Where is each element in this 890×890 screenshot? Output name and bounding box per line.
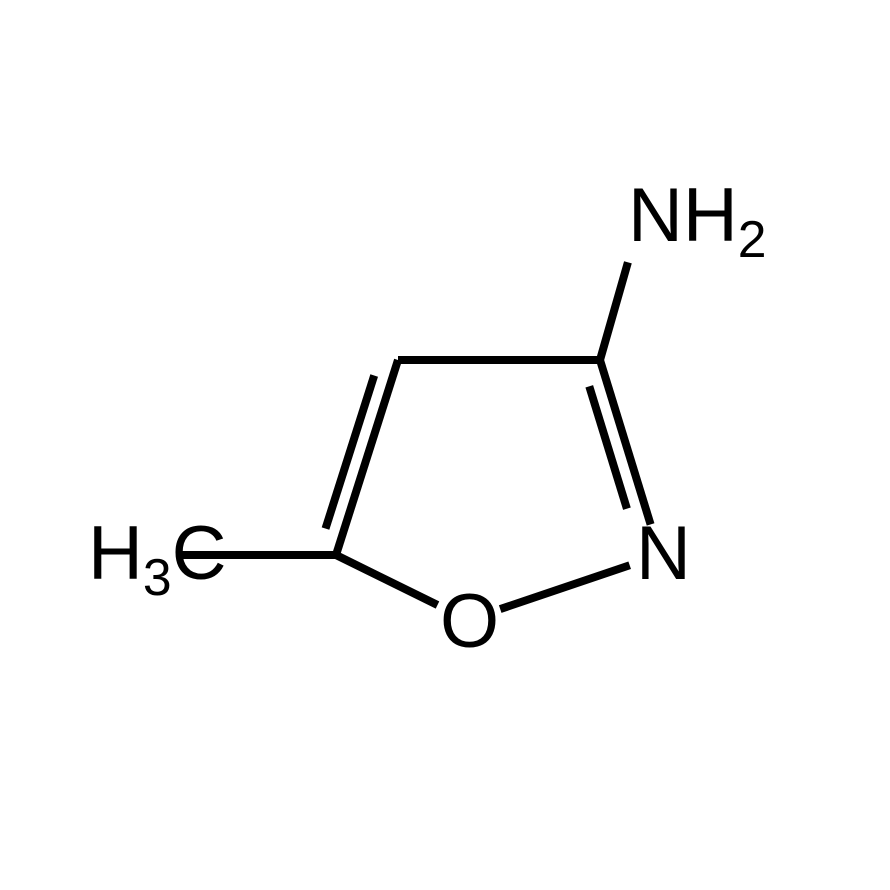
nh2-sub: 2 [738, 210, 767, 268]
atom-label-nh2: NH2 [628, 178, 767, 266]
bond-lines [0, 0, 890, 890]
ch3-h-text: H [88, 511, 143, 596]
ch3-c-text: C [172, 511, 227, 596]
nh2-text: NH [628, 173, 738, 258]
n-text: N [636, 511, 691, 596]
ch3-sub: 3 [143, 548, 172, 606]
chemical-structure-canvas: NH2 H3C O N [0, 0, 890, 890]
atom-label-o: O [440, 584, 499, 660]
atom-label-n: N [636, 516, 691, 592]
atom-label-ch3: H3C [88, 516, 227, 604]
o-text: O [440, 579, 499, 664]
